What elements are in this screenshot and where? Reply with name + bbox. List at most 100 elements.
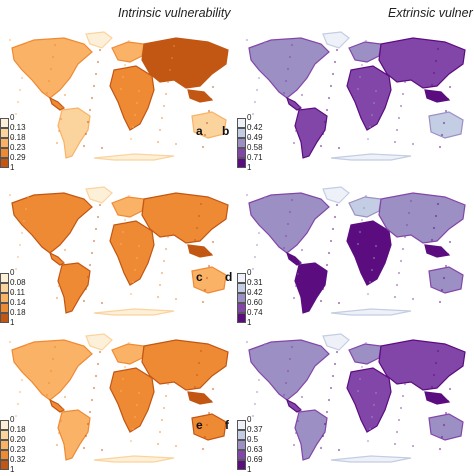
map-texture-dot bbox=[370, 268, 374, 272]
map-texture-dot bbox=[18, 390, 22, 394]
map-texture-dot bbox=[245, 38, 249, 42]
map-texture-dot bbox=[195, 71, 199, 75]
map-texture-dot bbox=[442, 121, 446, 125]
map-texture-dot bbox=[290, 43, 294, 47]
map-texture-dot bbox=[329, 239, 333, 243]
legend-swatch bbox=[237, 313, 246, 323]
map-panel-c: 0 0.08 0.11 0.14 0.18 1 bbox=[0, 183, 237, 329]
map-texture-dot bbox=[395, 283, 399, 287]
map-texture-dot bbox=[327, 251, 331, 255]
map-texture-dot bbox=[247, 136, 251, 140]
map-texture-dot bbox=[174, 444, 178, 448]
legend-tick-label: 0.71 bbox=[247, 153, 263, 162]
legend-tick-label: 1 bbox=[10, 318, 15, 327]
map-texture-dot bbox=[358, 230, 362, 234]
map-texture-dot bbox=[14, 267, 18, 271]
map-texture-dot bbox=[294, 431, 298, 435]
map-texture-dot bbox=[249, 426, 253, 430]
map-texture-dot bbox=[18, 243, 22, 247]
map-texture-dot bbox=[368, 280, 372, 284]
map-texture-dot bbox=[372, 101, 376, 105]
map-texture-dot bbox=[49, 369, 53, 373]
map-texture-dot bbox=[327, 398, 331, 402]
map-texture-dot bbox=[94, 72, 98, 76]
map-texture-dot bbox=[174, 297, 178, 301]
map-texture-dot bbox=[286, 222, 290, 226]
map-texture-dot bbox=[249, 124, 253, 128]
map-texture-dot bbox=[199, 349, 203, 353]
map-texture-dot bbox=[125, 353, 129, 357]
legend-swatch bbox=[0, 128, 9, 138]
map-texture-dot bbox=[335, 48, 339, 52]
continent-central-america bbox=[285, 96, 303, 111]
map-texture-dot bbox=[298, 407, 302, 411]
continent-southeast-asia bbox=[187, 391, 214, 405]
map-texture-dot bbox=[49, 222, 53, 226]
map-texture-dot bbox=[446, 252, 450, 256]
map-texture-dot bbox=[399, 406, 403, 410]
map-texture-dot bbox=[160, 418, 164, 422]
map-texture-dot bbox=[407, 56, 411, 60]
map-texture-dot bbox=[51, 55, 55, 59]
map-texture-dot bbox=[247, 291, 251, 295]
map-texture-dot bbox=[63, 93, 67, 97]
map-texture-dot bbox=[88, 410, 92, 414]
legend-tick-label: 0.18 bbox=[10, 133, 26, 142]
continent-central-america bbox=[285, 398, 303, 413]
map-texture-dot bbox=[430, 385, 434, 389]
map-texture-dot bbox=[158, 128, 162, 132]
continent-central-america bbox=[285, 251, 303, 266]
continent-south-america bbox=[57, 262, 91, 314]
map-texture-dot bbox=[86, 120, 90, 124]
legend-swatch bbox=[0, 273, 9, 283]
map-texture-dot bbox=[440, 435, 444, 439]
continent-greenland bbox=[85, 31, 113, 49]
continent-africa bbox=[346, 220, 392, 286]
legend-tick-label: 0.49 bbox=[247, 133, 263, 142]
legend-tick-label: 0.13 bbox=[10, 123, 26, 132]
map-texture-dot bbox=[92, 386, 96, 390]
legend-swatch bbox=[237, 283, 246, 293]
map-texture-dot bbox=[137, 89, 141, 93]
continent-africa bbox=[109, 65, 155, 131]
continent-south-america bbox=[57, 107, 91, 159]
map-texture-dot bbox=[82, 299, 86, 303]
continent-central-america bbox=[48, 96, 66, 111]
map-texture-dot bbox=[135, 101, 139, 105]
map-texture-dot bbox=[10, 136, 14, 140]
continent-antarctica bbox=[93, 308, 175, 316]
map-texture-dot bbox=[170, 358, 174, 362]
map-texture-dot bbox=[209, 399, 213, 403]
map-texture-dot bbox=[26, 195, 30, 199]
map-texture-dot bbox=[440, 133, 444, 137]
map-panel-f: 0 0.37 0.5 0.63 0.69 1 bbox=[237, 330, 474, 476]
map-texture-dot bbox=[405, 370, 409, 374]
legend-tick-label: 0 bbox=[247, 268, 252, 277]
map-texture-dot bbox=[8, 340, 12, 344]
continent-south-america bbox=[57, 409, 91, 461]
map-texture-dot bbox=[203, 288, 207, 292]
map-texture-dot bbox=[446, 399, 450, 403]
map-texture-dot bbox=[288, 55, 292, 59]
map-texture-dot bbox=[133, 268, 137, 272]
map-texture-dot bbox=[119, 242, 123, 246]
map-texture-dot bbox=[86, 422, 90, 426]
legend-swatch bbox=[0, 450, 9, 460]
map-texture-dot bbox=[323, 422, 327, 426]
map-texture-dot bbox=[298, 260, 302, 264]
continent-europe bbox=[111, 343, 145, 365]
map-texture-dot bbox=[160, 271, 164, 275]
map-panel-b: 0 0.42 0.49 0.58 0.71 1 bbox=[237, 28, 474, 174]
map-texture-dot bbox=[401, 394, 405, 398]
continent-asia bbox=[141, 339, 229, 391]
panel-letter-e: e bbox=[196, 418, 203, 432]
map-texture-dot bbox=[257, 231, 261, 235]
continent-asia bbox=[141, 37, 229, 89]
map-texture-dot bbox=[10, 438, 14, 442]
legend-swatch bbox=[0, 460, 9, 470]
legend-tick-label: 0.20 bbox=[10, 435, 26, 444]
map-texture-dot bbox=[125, 206, 129, 210]
continent-africa bbox=[109, 367, 155, 433]
continent-europe bbox=[348, 196, 382, 218]
legend-swatch bbox=[237, 303, 246, 313]
